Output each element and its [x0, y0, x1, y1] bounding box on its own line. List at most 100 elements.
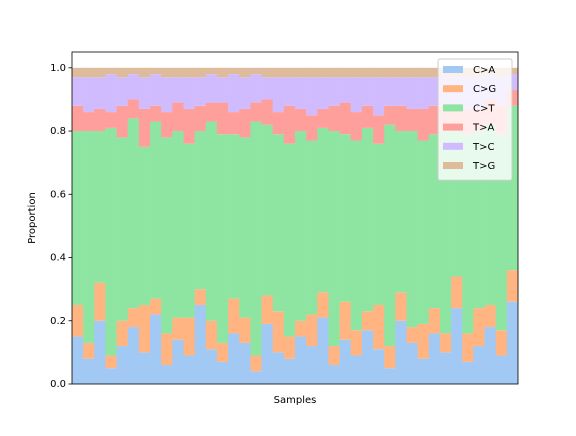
bar-segment [83, 77, 95, 113]
bar-segment [283, 77, 296, 106]
legend-label: C>G [473, 84, 496, 95]
bar-segment [94, 77, 106, 109]
legend-swatch [443, 123, 463, 131]
bar-segment [127, 99, 140, 119]
legend-swatch [443, 162, 463, 169]
bar-segment [328, 346, 340, 366]
y-tick-label: 0.0 [50, 379, 66, 390]
bar-segment [350, 77, 363, 113]
axes-frame [71, 51, 519, 385]
legend-label: T>C [472, 142, 494, 153]
bar-segment [161, 333, 173, 366]
bar-segment [127, 118, 140, 309]
legend-swatch [443, 104, 463, 112]
bar-segment [339, 134, 352, 302]
bar-segment [116, 137, 129, 321]
bar-segment [83, 358, 95, 384]
bar-segment [138, 108, 151, 147]
bar-segment [328, 77, 340, 106]
bar-segment [138, 67, 151, 78]
bar-segment [216, 102, 229, 135]
bar-segment [428, 308, 441, 334]
bar-segment [72, 77, 84, 106]
bar-segment [295, 320, 307, 337]
bar-segment [194, 289, 207, 305]
bar-segment [105, 112, 117, 128]
bar-segment [116, 67, 129, 78]
bar-segment [506, 74, 519, 90]
bar-segment [94, 131, 106, 283]
bar-segment [150, 314, 162, 384]
bar-segment [239, 342, 251, 384]
bar-segment [261, 323, 273, 384]
bar-segment [339, 301, 352, 340]
bar-segment [384, 368, 396, 384]
bar-segment [228, 74, 240, 113]
bar-segment [451, 276, 463, 309]
bar-segment [384, 77, 396, 106]
bar-segment [127, 327, 140, 384]
bar-segment [116, 320, 129, 347]
bar-segment [150, 121, 162, 299]
bar-segment [384, 105, 396, 125]
bar-segment [172, 102, 184, 132]
bar-segment [172, 131, 184, 318]
bar-segment [361, 67, 374, 78]
bar-segment [83, 342, 95, 359]
bar-segment [495, 330, 508, 356]
bar-segment [250, 102, 262, 122]
bar-segment [72, 336, 84, 384]
bar-segment [161, 365, 173, 384]
bar-segment [272, 134, 285, 312]
bar-segment [473, 346, 485, 384]
bar-segment [395, 292, 407, 321]
bar-segment [339, 67, 352, 78]
bar-segment [306, 67, 318, 78]
legend-swatch [443, 66, 463, 73]
bar-segment [339, 102, 352, 135]
bar-segment [272, 67, 285, 78]
y-tick-label: 1.0 [50, 63, 66, 74]
bar-segment [239, 77, 251, 109]
bar-segment [72, 105, 84, 132]
bar-segment [350, 355, 363, 384]
bar-segment [261, 77, 273, 100]
y-tick-label: 0.2 [50, 316, 66, 327]
legend-label: C>A [473, 65, 495, 76]
bar-segment [384, 67, 396, 78]
bar-segment [150, 74, 162, 106]
bar-segment [205, 121, 218, 321]
bar-segment [295, 336, 307, 384]
bar-segment [205, 320, 218, 350]
bar-segment [94, 282, 106, 321]
bar-segment [161, 77, 173, 113]
bar-segment [406, 77, 418, 109]
bar-segment [172, 339, 184, 384]
bar-segment [439, 333, 452, 353]
bar-segment [250, 355, 262, 372]
bar-segment [183, 77, 195, 109]
bar-segment [105, 368, 117, 384]
bar-segment [283, 67, 296, 78]
bar-segment [361, 127, 374, 312]
bar-segment [484, 327, 496, 384]
legend-label: T>A [472, 123, 494, 134]
bar-segment [317, 317, 329, 384]
bar-segment [462, 134, 474, 334]
y-axis-label: Proportion [27, 192, 38, 244]
bar-segment [328, 105, 340, 132]
legend-swatch [443, 85, 463, 93]
bar-segment [72, 131, 84, 305]
bar-segment [283, 143, 296, 337]
bar-segment [183, 143, 195, 318]
bar-segment [384, 124, 396, 347]
bar-segment [127, 74, 140, 100]
bar-segment [194, 77, 207, 106]
bar-segment [484, 124, 496, 305]
bar-segment [406, 327, 418, 343]
bar-segment [350, 112, 363, 141]
bar-segment [283, 336, 296, 359]
bar-segment [506, 105, 519, 271]
bar-segment [138, 352, 151, 384]
bar-segment [261, 99, 273, 125]
